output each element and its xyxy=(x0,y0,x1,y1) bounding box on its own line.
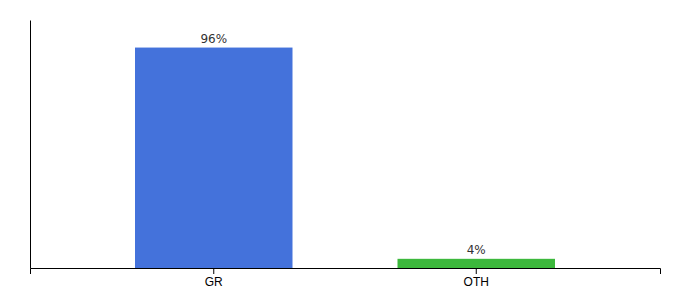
x-tick-label: OTH xyxy=(464,275,489,289)
x-tick-label: GR xyxy=(205,275,223,289)
plot: GR OTH 96% 4% xyxy=(31,21,661,289)
data-label: 4% xyxy=(467,243,486,257)
data-labels: 96% 4% xyxy=(200,32,485,257)
x-tick: GR xyxy=(205,268,223,289)
x-tick-mark xyxy=(213,268,214,274)
y-axis-line xyxy=(30,21,31,269)
x-tick: OTH xyxy=(464,268,489,289)
chart-svg: GR OTH 96% 4% xyxy=(0,0,680,300)
x-axis: GR OTH xyxy=(31,268,661,289)
bar xyxy=(398,259,556,268)
data-label: 96% xyxy=(200,32,227,46)
bar xyxy=(135,48,293,268)
y-axis xyxy=(30,21,31,269)
x-axis-line xyxy=(31,269,661,275)
bars xyxy=(135,48,555,268)
x-tick-mark xyxy=(476,268,477,274)
